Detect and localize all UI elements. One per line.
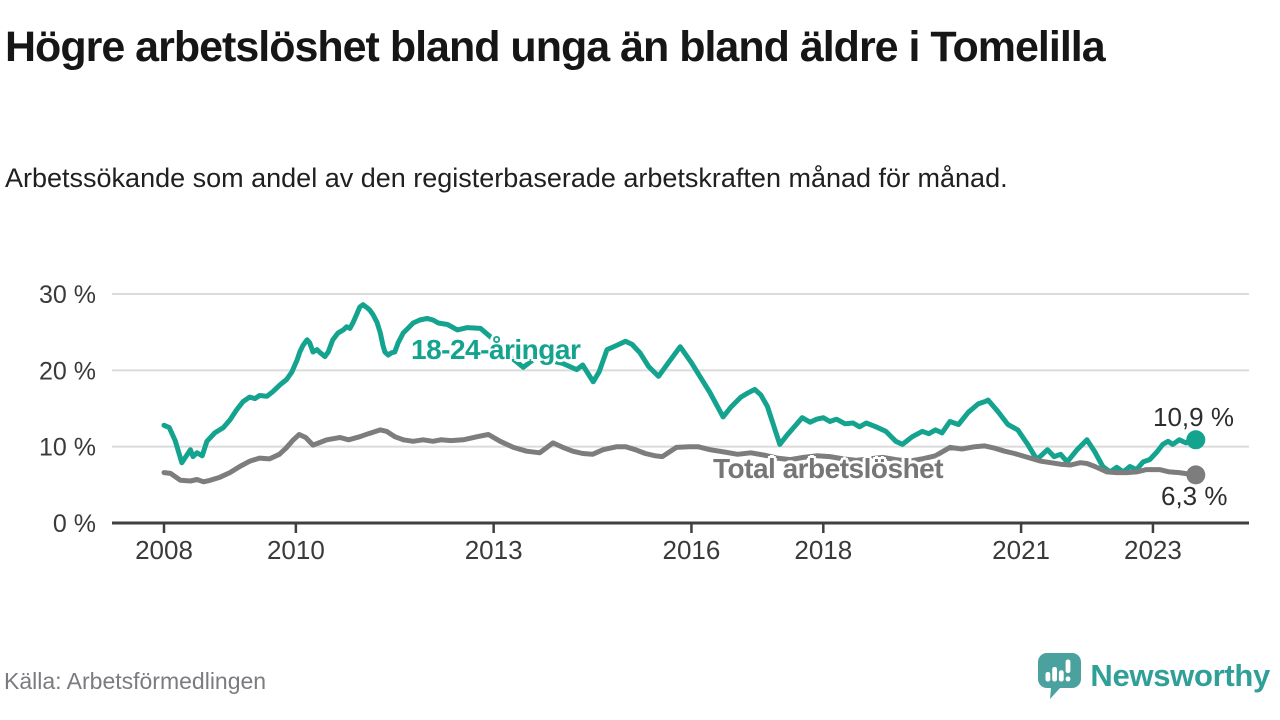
newsworthy-logo-icon xyxy=(1038,653,1082,699)
source-note: Källa: Arbetsförmedlingen xyxy=(4,668,267,694)
newsworthy-wordmark: Newsworthy xyxy=(1090,658,1270,693)
logo-bar-3 xyxy=(1059,670,1065,682)
logo-exclamation-dot xyxy=(1065,676,1071,682)
x-tick-label-2016: 2016 xyxy=(663,535,721,565)
x-tick-label-2013: 2013 xyxy=(465,535,523,565)
series-line-young xyxy=(161,302,1199,475)
end-value-label-young: 10,9 % xyxy=(1153,402,1234,432)
y-tick-label-0: 0 % xyxy=(53,510,96,538)
chart-title: Högre arbetslöshet bland unga än bland ä… xyxy=(5,23,1106,71)
series-end-dot-young xyxy=(1186,430,1206,450)
newsworthy-brand: Newsworthy xyxy=(1037,652,1270,700)
series-line-total xyxy=(161,427,1199,485)
x-tick-label-2023: 2023 xyxy=(1124,535,1182,565)
y-tick-label-30: 30 % xyxy=(39,281,96,309)
series-label-young: 18-24-åringar xyxy=(411,334,581,365)
y-tick-label-10: 10 % xyxy=(39,434,96,462)
x-tick-label-2010: 2010 xyxy=(267,535,325,565)
x-tick-label-2008: 2008 xyxy=(135,535,193,565)
logo-bar-1 xyxy=(1045,672,1051,682)
logo-exclamation-bar xyxy=(1065,659,1071,673)
series-label-total: Total arbetslöshet xyxy=(713,453,944,484)
y-tick-label-20: 20 % xyxy=(39,357,96,385)
x-tick-label-2021: 2021 xyxy=(992,535,1050,565)
logo-bar-2 xyxy=(1052,667,1058,682)
end-value-label-total: 6,3 % xyxy=(1161,481,1228,511)
x-tick-label-2018: 2018 xyxy=(794,535,852,565)
series-end-dot-total xyxy=(1186,465,1206,485)
chart-subtitle: Arbetssökande som andel av den registerb… xyxy=(5,163,1008,193)
